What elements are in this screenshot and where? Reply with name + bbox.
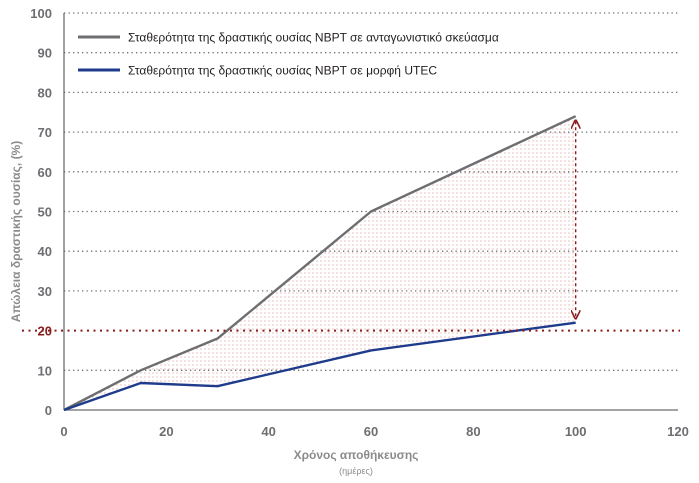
- y-tick-label: 60: [38, 165, 52, 180]
- y-tick-label: 0: [45, 403, 52, 418]
- x-tick-label: 80: [466, 424, 480, 439]
- series-line-1: [63, 115, 577, 412]
- y-tick-label: 100: [30, 6, 52, 21]
- legend-label-1: Σταθερότητα της δραστικής ουσίας NBPT σε…: [128, 31, 499, 45]
- y-tick-label: 40: [38, 244, 52, 259]
- x-tick-label: 120: [667, 424, 689, 439]
- x-axis-subtitle: (ημέρες): [339, 466, 373, 476]
- y-tick-label: 10: [38, 363, 52, 378]
- y-tick-label: 30: [38, 284, 52, 299]
- y-tick-label: 70: [38, 125, 52, 140]
- y-tick-label: 20: [38, 324, 52, 339]
- x-tick-label: 20: [159, 424, 173, 439]
- y-tick-label: 50: [38, 205, 52, 220]
- x-tick-label: 60: [364, 424, 378, 439]
- y-tick-label: 90: [38, 46, 52, 61]
- y-axis-title: Απώλεια δραστικής ουσίας, (%): [9, 141, 23, 322]
- y-tick-label: 80: [38, 85, 52, 100]
- x-tick-label: 40: [261, 424, 275, 439]
- x-tick-label: 0: [60, 424, 67, 439]
- x-tick-label: 100: [565, 424, 587, 439]
- series-line-2: [63, 321, 576, 412]
- shaded-difference-region: [64, 116, 576, 410]
- x-axis-title: Χρόνος αποθήκευσης: [294, 448, 419, 462]
- legend-label-2: Σταθερότητα της δραστικής ουσίας NBPT σε…: [128, 64, 437, 78]
